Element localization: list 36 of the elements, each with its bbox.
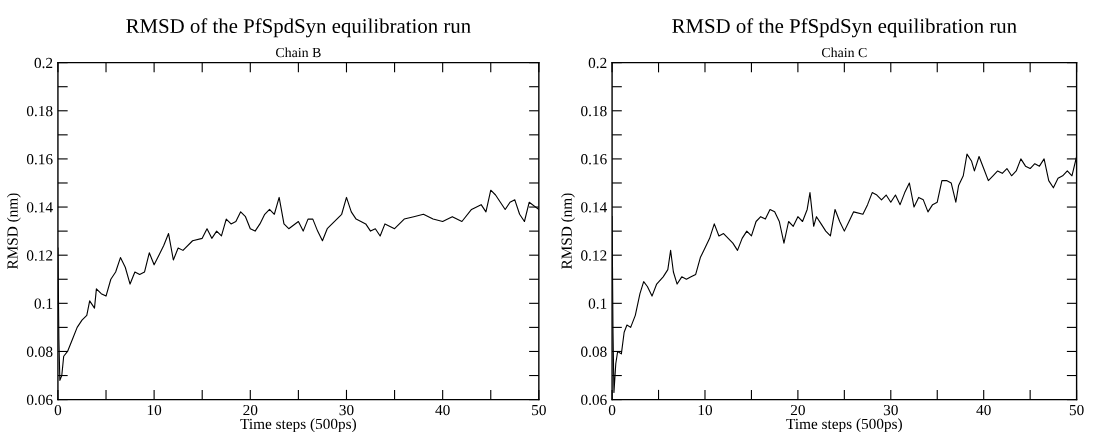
x-tick-label: 10 [698, 404, 713, 416]
y-tick-label: 0.06 [581, 394, 607, 406]
x-tick-label: 30 [883, 404, 898, 416]
x-axis-title: Time steps (500ps) [786, 418, 902, 432]
x-tick-label: 0 [608, 404, 616, 416]
x-tick-label: 20 [790, 404, 805, 416]
x-tick-label: 0 [54, 404, 62, 416]
x-tick-label: 20 [243, 404, 258, 416]
y-tick-label: 0.1 [588, 298, 607, 309]
y-axis-title: RMSD (nm) [6, 193, 21, 270]
y-axis-title: RMSD (nm) [561, 193, 575, 270]
x-axis-title: Time steps (500ps) [240, 418, 357, 432]
y-tick-label: 0.12 [581, 250, 607, 261]
x-tick-label: 10 [147, 404, 162, 416]
chart-title: RMSD of the PfSpdSyn equilibration run [126, 18, 471, 38]
y-tick-label: 0.08 [581, 346, 607, 357]
y-tick-label: 0.1 [34, 298, 53, 309]
chart-title: RMSD of the PfSpdSyn equilibration run [672, 18, 1017, 38]
y-tick-label: 0.08 [26, 346, 53, 357]
y-tick-label: 0.18 [581, 105, 607, 117]
y-tick-label: 0.12 [26, 250, 53, 261]
y-tick-label: 0.16 [581, 154, 607, 165]
y-tick-label: 0.2 [34, 57, 53, 69]
x-tick-label: 50 [1069, 404, 1084, 416]
x-tick-label: 40 [435, 404, 450, 416]
y-tick-label: 0.14 [26, 202, 53, 213]
y-tick-label: 0.18 [26, 105, 53, 117]
y-tick-label: 0.16 [26, 154, 53, 165]
x-tick-label: 40 [976, 404, 991, 416]
chart-subtitle: Chain C [821, 47, 867, 58]
y-tick-label: 0.06 [26, 394, 53, 406]
x-tick-label: 50 [532, 404, 546, 416]
x-tick-label: 30 [339, 404, 354, 416]
chart-subtitle: Chain B [276, 47, 321, 58]
y-tick-label: 0.2 [588, 57, 607, 69]
y-tick-label: 0.14 [581, 202, 607, 213]
